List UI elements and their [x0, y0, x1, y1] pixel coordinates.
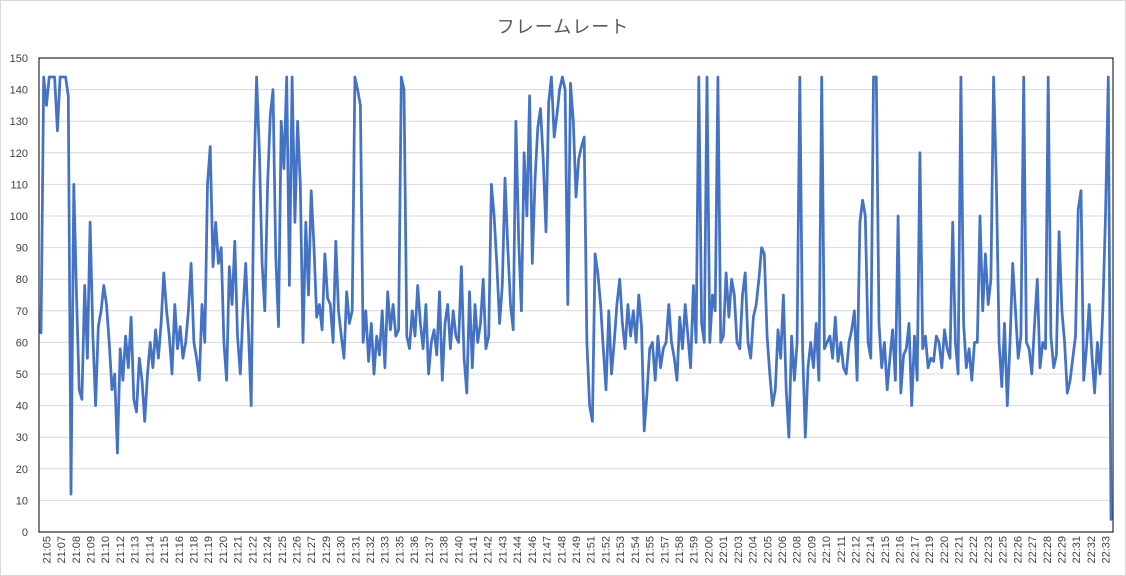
x-tick-label: 22:08	[792, 536, 804, 564]
x-tick-label: 22:22	[968, 536, 980, 564]
x-tick-label: 21:19	[203, 536, 215, 564]
x-tick-label: 21:52	[600, 536, 612, 564]
x-tick-label: 21:25	[277, 536, 289, 564]
y-axis-tick-labels: 0 10 20 30 40 50 60 70 80 90 100 110 120 130 140 150	[10, 53, 28, 539]
y-tick-label: 90	[16, 243, 28, 255]
y-tick-label: 130	[10, 116, 28, 128]
x-tick-label: 22:21	[954, 536, 966, 564]
y-tick-label: 30	[16, 432, 28, 444]
x-tick-label: 21:24	[262, 536, 274, 564]
x-tick-label: 22:04	[748, 536, 760, 564]
x-tick-label: 21:59	[689, 536, 701, 564]
y-tick-label: 100	[10, 211, 28, 223]
x-tick-label: 21:09	[85, 536, 97, 564]
x-tick-label: 22:31	[1071, 536, 1083, 564]
x-tick-label: 21:10	[100, 536, 112, 564]
x-tick-label: 22:12	[851, 536, 863, 564]
y-tick-label: 120	[10, 148, 28, 160]
x-tick-label: 22:14	[865, 536, 877, 564]
x-tick-label: 22:27	[1027, 536, 1039, 564]
x-tick-label: 22:28	[1042, 536, 1054, 564]
x-tick-label: 21:46	[527, 536, 539, 564]
x-tick-label: 21:51	[586, 536, 598, 564]
x-tick-label: 21:55	[645, 536, 657, 564]
x-tick-label: 22:01	[718, 536, 730, 564]
x-tick-label: 21:36	[409, 536, 421, 564]
x-tick-label: 22:16	[895, 536, 907, 564]
y-tick-label: 20	[16, 464, 28, 476]
x-tick-label: 22:11	[836, 536, 848, 563]
x-tick-label: 21:54	[630, 536, 642, 564]
x-tick-label: 21:33	[380, 536, 392, 564]
x-tick-label: 22:05	[762, 536, 774, 564]
x-tick-label: 21:38	[439, 536, 451, 564]
x-tick-label: 21:48	[556, 536, 568, 564]
x-tick-label: 21:41	[468, 536, 480, 564]
y-tick-label: 70	[16, 306, 28, 318]
y-tick-label: 50	[16, 369, 28, 381]
y-tick-label: 0	[22, 527, 28, 539]
x-tick-label: 21:27	[306, 536, 318, 564]
x-tick-label: 21:18	[188, 536, 200, 564]
x-tick-label: 21:08	[71, 536, 83, 564]
y-tick-label: 110	[10, 179, 28, 191]
x-axis-tick-labels: 21:05 21:07 21:08 21:09 21:10 21:12 21:13 21:14…	[41, 536, 1112, 564]
x-tick-label: 21:05	[41, 536, 53, 564]
x-tick-label: 21:12	[115, 536, 127, 564]
x-tick-label: 22:33	[1101, 536, 1113, 564]
x-tick-label: 21:44	[512, 536, 524, 564]
chart-title: フレームレート	[496, 17, 630, 38]
x-tick-label: 21:42	[483, 536, 495, 564]
x-tick-label: 22:10	[821, 536, 833, 564]
x-tick-label: 21:31	[350, 536, 362, 564]
x-tick-label: 22:25	[998, 536, 1010, 564]
x-tick-label: 22:19	[924, 536, 936, 564]
x-tick-label: 22:23	[983, 536, 995, 564]
y-tick-label: 60	[16, 337, 28, 349]
x-tick-label: 22:06	[777, 536, 789, 564]
x-tick-label: 21:16	[174, 536, 186, 564]
x-tick-label: 21:35	[394, 536, 406, 564]
x-tick-label: 21:40	[453, 536, 465, 564]
y-tick-label: 80	[16, 274, 28, 286]
x-tick-label: 22:09	[806, 536, 818, 564]
x-tick-label: 22:00	[703, 536, 715, 564]
x-tick-label: 22:26	[1012, 536, 1024, 564]
x-tick-label: 21:58	[674, 536, 686, 564]
x-tick-label: 21:07	[56, 536, 68, 564]
x-tick-label: 21:49	[571, 536, 583, 564]
y-tick-label: 140	[10, 85, 28, 97]
plot-frame	[38, 57, 1114, 533]
x-tick-label: 21:14	[144, 536, 156, 564]
x-tick-label: 21:32	[365, 536, 377, 564]
x-tick-label: 22:32	[1086, 536, 1098, 564]
x-tick-label: 22:29	[1057, 536, 1069, 564]
x-tick-label: 21:43	[497, 536, 509, 564]
x-tick-label: 21:20	[218, 536, 230, 564]
x-tick-label: 21:22	[247, 536, 259, 564]
x-tick-label: 21:47	[542, 536, 554, 564]
plot-area-border	[38, 57, 1114, 533]
y-tick-label: 10	[16, 495, 28, 507]
x-tick-label: 22:20	[939, 536, 951, 564]
x-tick-label: 21:57	[659, 536, 671, 564]
series-layer	[39, 75, 1113, 521]
x-tick-label: 21:53	[615, 536, 627, 564]
x-tick-label: 22:17	[909, 536, 921, 564]
y-tick-label: 150	[10, 53, 28, 65]
x-tick-label: 21:26	[291, 536, 303, 564]
x-tick-label: 21:21	[233, 536, 245, 564]
x-tick-label: 21:13	[130, 536, 142, 564]
series-line	[39, 75, 1113, 521]
x-tick-label: 22:15	[880, 536, 892, 564]
x-tick-label: 21:37	[424, 536, 436, 564]
x-tick-label: 21:15	[159, 536, 171, 564]
x-tick-label: 21:30	[336, 536, 348, 564]
y-tick-label: 40	[16, 401, 28, 413]
x-tick-label: 21:29	[321, 536, 333, 564]
x-tick-label: 22:03	[733, 536, 745, 564]
